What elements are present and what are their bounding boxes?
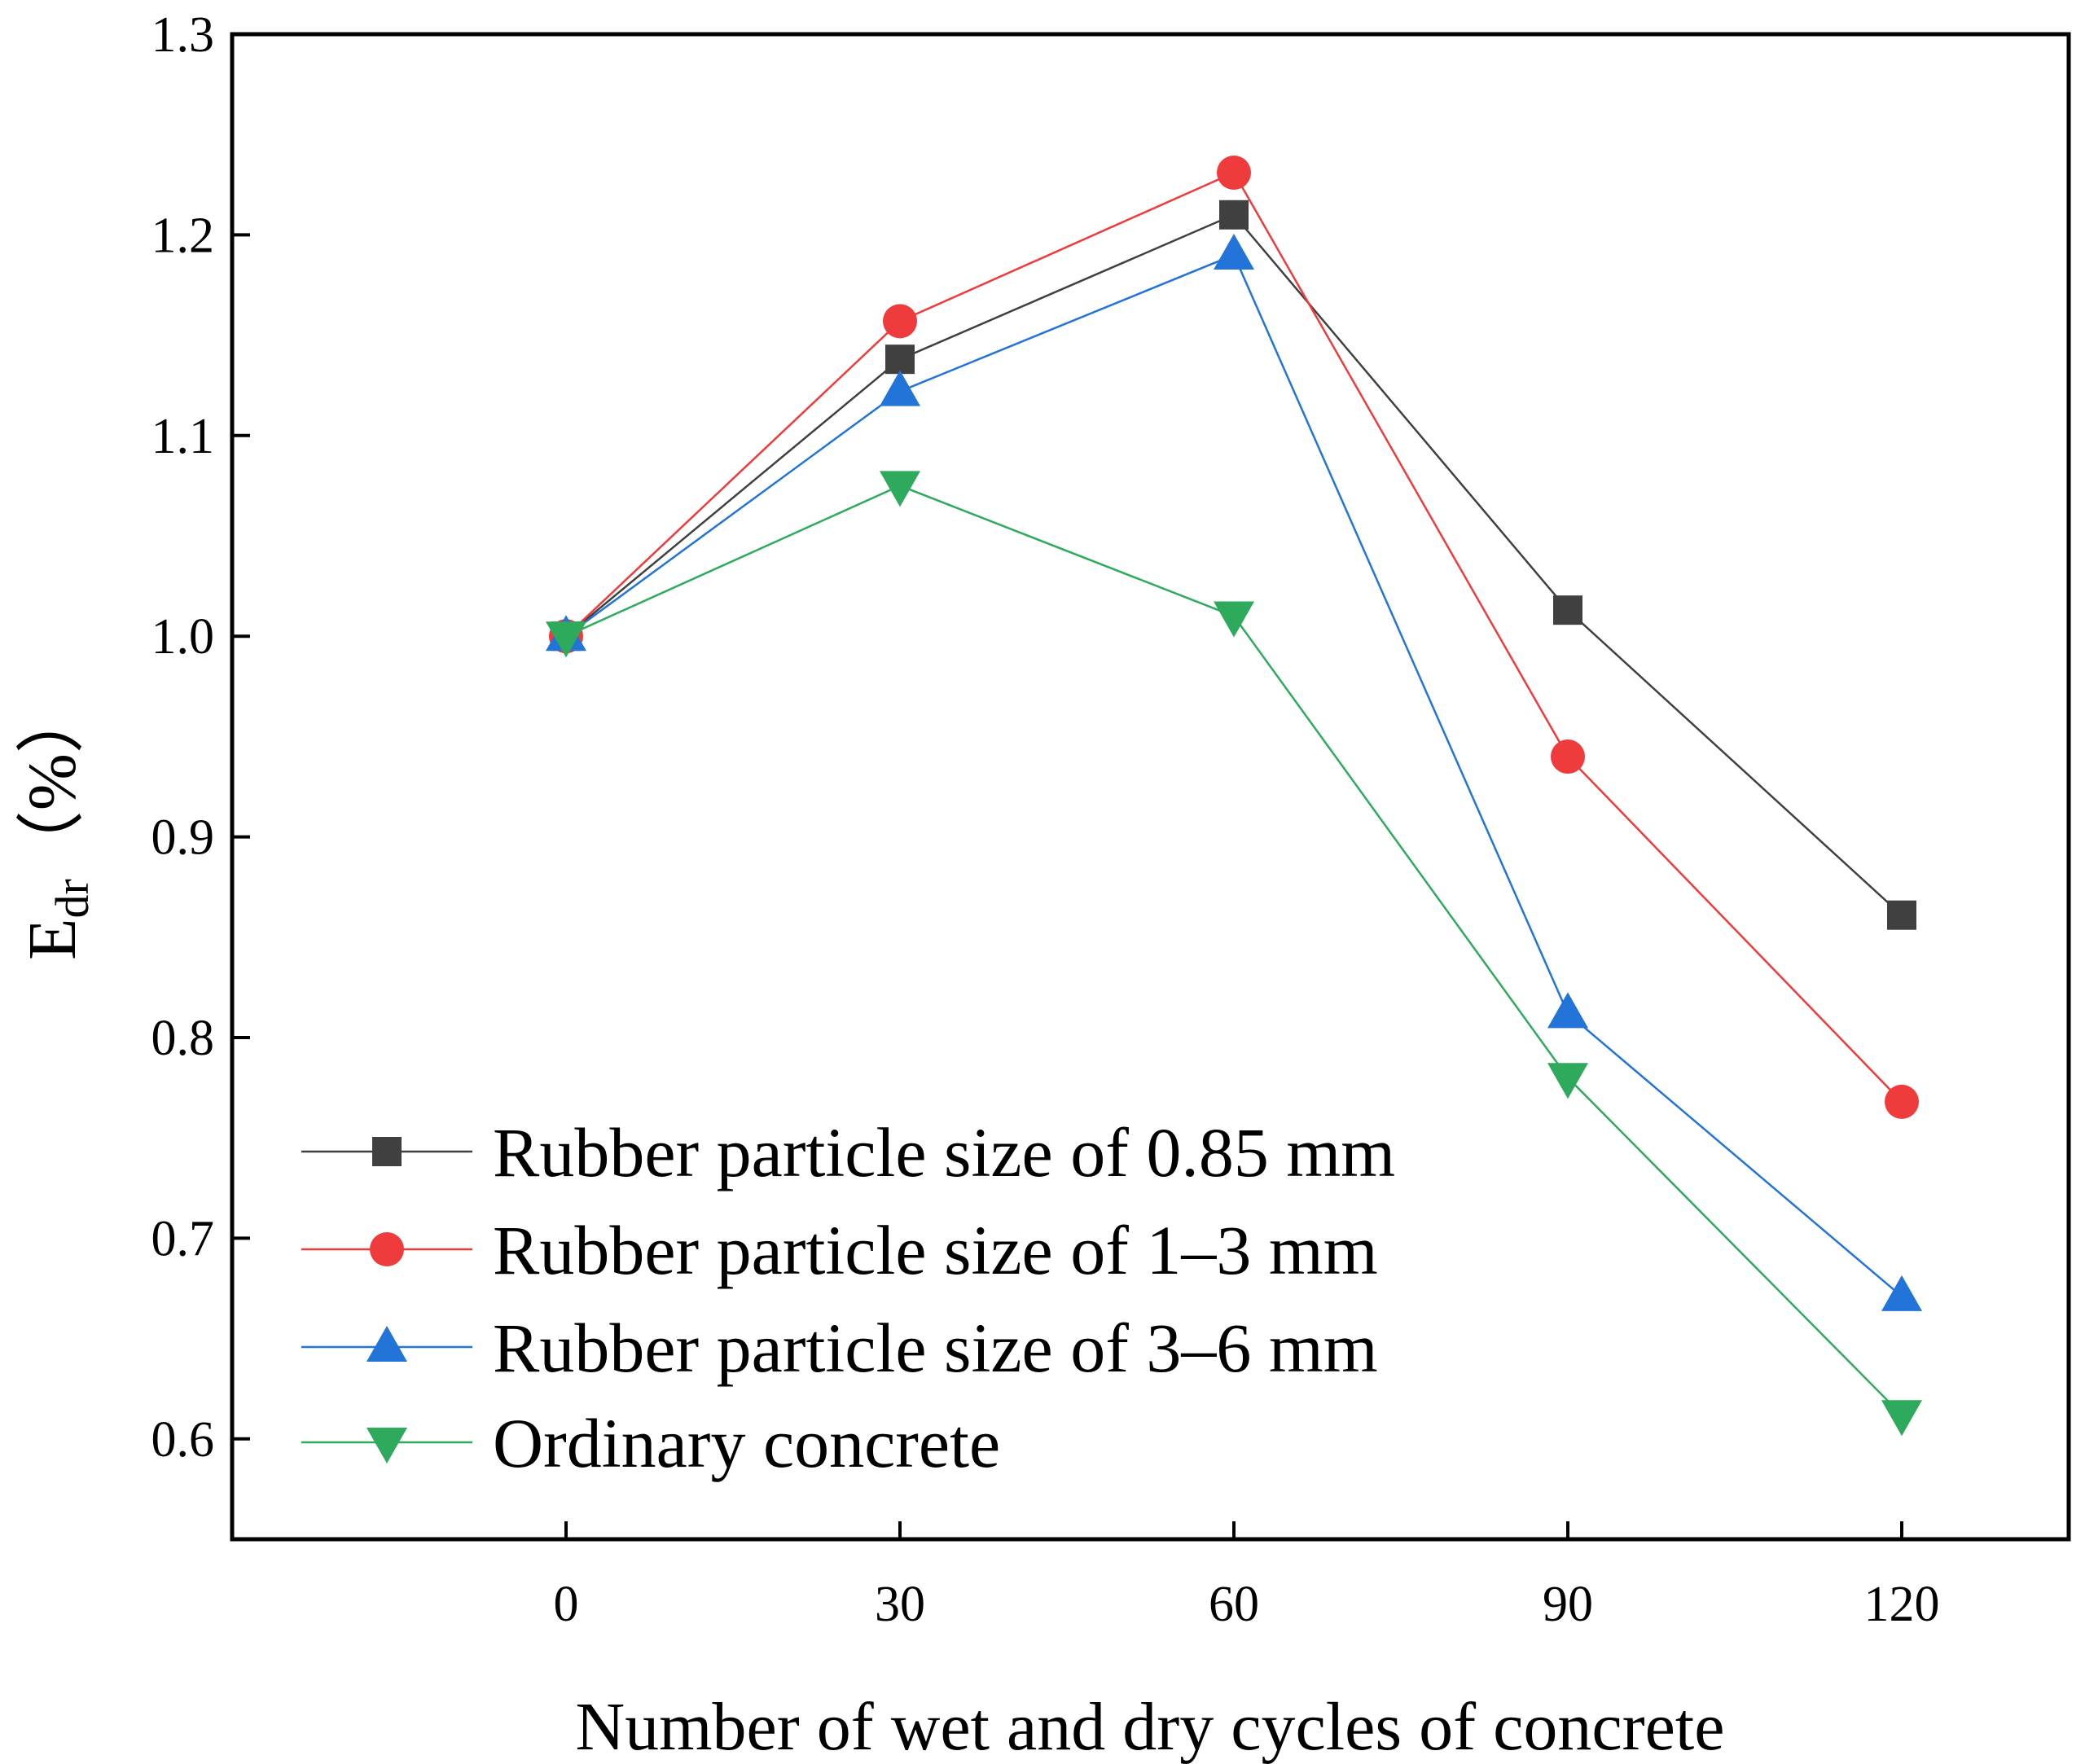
legend-label: Rubber particle size of 1–3 mm xyxy=(493,1211,1378,1289)
x-tick-label: 0 xyxy=(554,1577,579,1632)
y-tick-label: 0.7 xyxy=(151,1211,215,1266)
series-2-point xyxy=(880,370,920,406)
x-tick-label: 60 xyxy=(1209,1577,1259,1632)
series-3-point xyxy=(1881,1400,1922,1437)
y-tick-label: 1.3 xyxy=(151,7,215,63)
legend-item: Rubber particle size of 1–3 mm xyxy=(301,1211,1378,1289)
x-tick-label: 90 xyxy=(1543,1577,1593,1632)
series-1-point xyxy=(883,304,917,339)
series-2-point xyxy=(1881,1275,1922,1311)
legend-marker xyxy=(370,1232,404,1266)
x-axis-title: Number of wet and dry cycles of concrete xyxy=(575,1689,1724,1764)
legend-marker xyxy=(367,1326,407,1362)
y-axis-title-unit: （%） xyxy=(15,685,90,879)
legend-label: Rubber particle size of 0.85 mm xyxy=(493,1113,1395,1191)
series-3-point xyxy=(546,621,586,658)
series-0-point xyxy=(1887,900,1916,930)
x-tick-label: 120 xyxy=(1864,1577,1940,1632)
legend-item: Ordinary concrete xyxy=(301,1404,1000,1482)
series-markers xyxy=(546,156,1922,1437)
legend: Rubber particle size of 0.85 mm Rubber pa… xyxy=(301,1113,1395,1482)
legend-item: Rubber particle size of 0.85 mm xyxy=(301,1113,1395,1191)
x-axis-ticks: 0 30 60 90 120 xyxy=(554,1521,1940,1632)
series-3-point xyxy=(1547,1063,1588,1099)
y-axis-title: Edr（%） xyxy=(15,685,99,960)
y-tick-label: 0.8 xyxy=(151,1011,215,1066)
legend-marker xyxy=(367,1428,407,1463)
series-2-point xyxy=(1214,234,1254,270)
y-tick-label: 1.1 xyxy=(151,409,215,464)
y-tick-label: 0.9 xyxy=(151,810,215,866)
series-1-point xyxy=(1217,156,1251,191)
y-tick-label: 1.0 xyxy=(151,609,215,665)
x-tick-label: 30 xyxy=(875,1577,925,1632)
legend-item: Rubber particle size of 3–6 mm xyxy=(301,1309,1378,1387)
legend-label: Rubber particle size of 3–6 mm xyxy=(493,1309,1378,1387)
y-axis-title-main: E xyxy=(15,919,90,960)
legend-marker xyxy=(372,1137,402,1166)
y-axis-ticks: 0.6 0.7 0.8 0.9 1.0 1.1 1.2 1.3 xyxy=(151,7,250,1468)
series-0-point xyxy=(885,344,915,375)
y-axis-title-subscript: dr xyxy=(46,879,99,918)
series-1-point xyxy=(1551,739,1585,774)
series-0-point xyxy=(1219,200,1249,230)
series-0-point xyxy=(1553,595,1582,625)
series-3-point xyxy=(1214,601,1254,638)
legend-label: Ordinary concrete xyxy=(493,1404,1000,1482)
y-tick-label: 0.6 xyxy=(151,1412,215,1468)
series-1-point xyxy=(1885,1084,1919,1119)
plot-frame xyxy=(230,32,2071,1542)
y-tick-label: 1.2 xyxy=(151,208,215,263)
series-2-point xyxy=(1547,992,1588,1029)
series-3-point xyxy=(880,471,920,507)
series-line-0 xyxy=(565,213,1903,916)
